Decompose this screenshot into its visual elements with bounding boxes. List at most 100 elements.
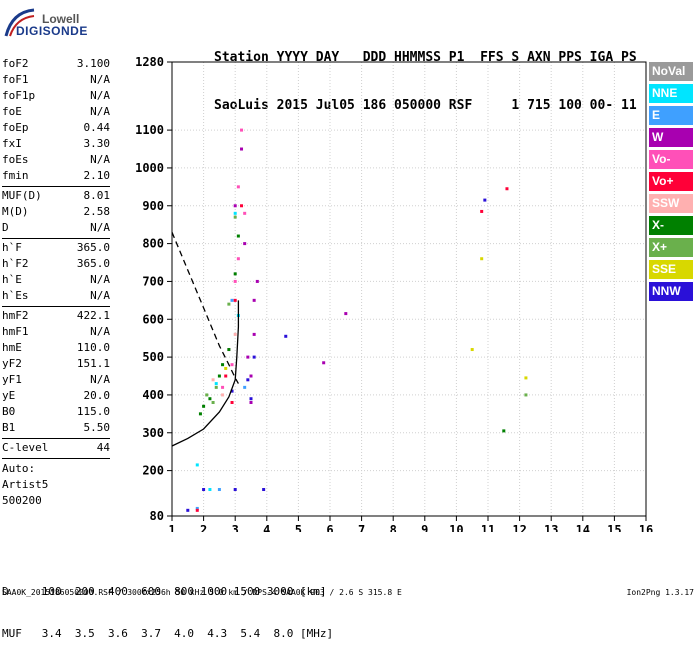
param-value: 365.0 [76,241,110,254]
y-tick-label: 400 [142,388,164,402]
param-row: hmF1 N/A [2,324,110,340]
param-row: h`F2 365.0 [2,256,110,272]
point-w [246,355,250,359]
param-value: N/A [90,89,110,102]
param-row: hmF2 422.1 [2,308,110,324]
plot-frame [171,61,647,517]
point-ssw [211,378,215,382]
point-w [240,147,244,151]
param-row: foF2 3.100 [2,56,110,72]
d-line: D 100 200 400 600 800 1000 1500 3000 [km… [2,585,327,598]
param-name: foF1p [2,89,36,102]
point-sse [470,348,474,352]
legend-item-x: X+ [649,238,693,257]
param-row: B0 115.0 [2,404,110,420]
x-tick-label: 3 [232,523,239,532]
legend-item-vo: Vo+ [649,172,693,191]
param-value: N/A [90,153,110,166]
logo: Lowell DIGISONDE [4,4,87,38]
legend: NoVal NNE E W Vo- Vo+ SSW X- X+ SSE NNW [649,62,693,304]
param-separator [2,458,110,459]
muf-line: MUF 3.4 3.5 3.6 3.7 4.0 4.3 5.4 8.0 [MHz… [2,627,334,640]
param-value: 2.58 [83,205,111,218]
param-name: yE [2,389,16,402]
param-row: M(D) 2.58 [2,204,110,220]
param-name: hmF1 [2,325,29,338]
param-row: D N/A [2,220,110,236]
point-vo [233,298,237,302]
param-value: 2.10 [83,169,111,182]
param-value: 0.44 [83,121,111,134]
param-row: foF1p N/A [2,88,110,104]
file-info-footer: SAA0K_2015186050000.RSF / 300fx256h 50 k… [2,588,402,597]
point-ssw [221,393,225,397]
legend-item-nne: NNE [649,84,693,103]
point-x [221,363,225,367]
param-row: foEs N/A [2,152,110,168]
y-tick-label: 1280 [135,55,164,69]
point-nnw [202,488,206,492]
param-value: 115.0 [76,405,110,418]
param-name: yF1 [2,373,22,386]
x-tick-label: 6 [326,523,333,532]
param-row: fmin 2.10 [2,168,110,184]
station-header: Station YYYY DAY DDD HHMMSS P1 FFS S AXN… [214,18,637,130]
version-label: Ion2Png 1.3.17 [626,588,694,597]
param-value: N/A [90,105,110,118]
point-x [227,302,231,306]
y-tick-label: 200 [142,464,164,478]
x-tick-label: 8 [390,523,397,532]
param-row: C-level 44 [2,440,110,456]
x-tick-label: 4 [263,523,270,532]
y-tick-label: 1100 [135,123,164,137]
point-x [208,397,212,401]
y-tick-label: 300 [142,426,164,440]
param-row: h`F 365.0 [2,240,110,256]
param-value: N/A [90,273,110,286]
y-tick-label: 800 [142,237,164,251]
x-tick-label: 7 [358,523,365,532]
param-row: h`E N/A [2,272,110,288]
legend-item-x: X- [649,216,693,235]
point-vo [230,401,234,404]
point-e [230,298,234,302]
point-nnw [186,508,190,512]
point-w [252,332,256,336]
point-x [205,393,209,397]
point-vo [221,385,225,389]
point-vo [243,211,247,215]
point-x [227,348,231,352]
param-name: foF2 [2,57,29,70]
profile-solid-line [171,300,240,447]
param-row: foF1 N/A [2,72,110,88]
param-row: yE 20.0 [2,388,110,404]
point-nne [195,463,199,467]
point-x [214,385,218,389]
param-separator [2,306,110,307]
y-tick-label: 600 [142,312,164,326]
legend-item-nnw: NNW [649,282,693,301]
param-value: 422.1 [76,309,110,322]
param-value: N/A [90,325,110,338]
param-separator [2,238,110,239]
param-value: 3.100 [76,57,110,70]
param-name: foEs [2,153,29,166]
param-name: C-level [2,441,49,454]
point-sse [524,376,528,380]
param-name: M(D) [2,205,29,218]
param-value: 151.1 [76,357,110,370]
point-vo [480,209,484,213]
point-x [198,412,202,416]
param-name: B0 [2,405,16,418]
point-vo [240,204,244,208]
param-row: MUF(D) 8.01 [2,188,110,204]
y-tick-label: 80 [150,509,164,523]
point-vo [233,279,237,283]
point-vo [224,374,228,378]
point-x [202,404,206,408]
param-row: foEp 0.44 [2,120,110,136]
point-x [236,234,240,238]
param-name: MUF(D) [2,189,42,202]
point-nnw [262,488,266,492]
point-e [217,488,221,492]
